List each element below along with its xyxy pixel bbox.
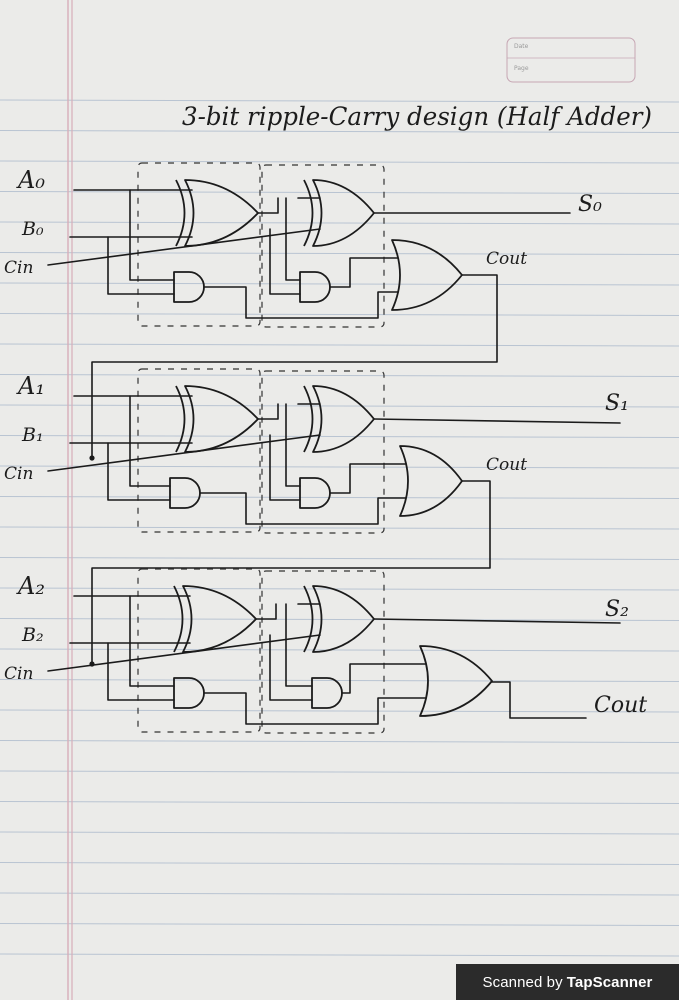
- or-gate: [399, 445, 463, 517]
- adder-stage-0: A₀ B₀ Cin S₀ Cout: [4, 162, 602, 461]
- xor-gate-2: [303, 585, 375, 653]
- wire-and2-out: [341, 663, 427, 694]
- wire-and1-out: [199, 492, 407, 525]
- watermark-prefix: Scanned by: [482, 973, 563, 991]
- watermark-brand: TapScanner: [566, 973, 653, 991]
- and-gate-2: [311, 677, 343, 709]
- wire-cin: [47, 434, 321, 472]
- input-cin-label-0: Cin: [4, 258, 33, 278]
- half-adder-box-1: [137, 568, 261, 733]
- half-adder-box-1: [137, 368, 261, 533]
- and-gate-2: [299, 477, 331, 509]
- adder-stage-2: A₂ B₂ Cin S₂ Cout: [4, 568, 647, 734]
- wire-carry-ripple: [91, 480, 491, 665]
- wire-a-tap: [129, 189, 175, 281]
- wire-c-tap: [269, 634, 313, 701]
- scanner-watermark: Scanned by TapScanner: [456, 964, 679, 1000]
- adder-stages: A₀ B₀ Cin S₀ Cout A₁ B₁ Cin S₁ Cout A₂ B₂ Cin S₂ Cout: [4, 162, 647, 734]
- wire-c-tap: [269, 434, 301, 501]
- wire-carry-ripple: [91, 274, 498, 459]
- wire-final-cout: [491, 681, 587, 719]
- cout-label-2: Cout: [594, 693, 647, 718]
- and-gate-2: [299, 271, 331, 303]
- wire-b-tap: [107, 442, 171, 501]
- ruled-lines: [0, 99, 679, 957]
- xor-gate-2: [303, 385, 375, 453]
- wire-and2-out: [329, 463, 407, 494]
- xor-gate-1: [175, 179, 259, 247]
- page-label: Page: [514, 65, 529, 72]
- or-gate: [419, 645, 493, 717]
- xor-gate-1: [173, 585, 257, 653]
- wire-xor1-out: [257, 197, 279, 214]
- half-adder-box-2: [261, 570, 385, 734]
- input-a-label-1: A₁: [16, 372, 45, 400]
- wire-b-tap: [107, 236, 175, 295]
- wire-p-tap: [285, 603, 313, 687]
- xor-gate-1: [175, 385, 259, 453]
- wire-b-tap: [107, 642, 175, 701]
- wire-xor1-out: [257, 403, 279, 420]
- wire-a-tap: [129, 395, 171, 487]
- wire-and1-out: [203, 286, 399, 319]
- input-b-label-1: B₁: [21, 424, 44, 446]
- wire-p-tap: [285, 403, 301, 487]
- wire-cin: [47, 634, 321, 672]
- input-cin-label-1: Cin: [4, 464, 33, 484]
- and-gate-1: [169, 477, 201, 509]
- or-gate: [391, 239, 463, 311]
- xor-gate-2: [303, 179, 375, 247]
- wire-c-tap: [269, 228, 301, 295]
- half-adder-box-2: [261, 164, 385, 328]
- wire-cin: [47, 228, 321, 266]
- wire-and2-out: [329, 257, 399, 288]
- input-a-label-2: A₂: [16, 572, 45, 600]
- half-adder-box-2: [261, 370, 385, 534]
- input-b-label-2: B₂: [21, 624, 44, 646]
- input-cin-label-2: Cin: [4, 664, 33, 684]
- carry-junction: [89, 455, 95, 461]
- diagram-title: 3-bit ripple-Carry design (Half Adder): [182, 102, 652, 131]
- wire-xor1-out: [255, 603, 277, 620]
- and-gate-1: [173, 271, 205, 303]
- wire-and1-out: [203, 692, 427, 725]
- wire-sum: [373, 418, 621, 424]
- and-gate-1: [173, 677, 205, 709]
- input-b-label-0: B₀: [21, 218, 44, 240]
- date-label: Date: [514, 43, 529, 50]
- input-a-label-0: A₀: [16, 166, 45, 194]
- date-page-box: Date Page: [506, 37, 636, 83]
- cout-label-0: Cout: [486, 249, 527, 269]
- wire-p-tap: [285, 197, 301, 281]
- sum-label-0: S₀: [578, 192, 602, 217]
- sum-label-1: S₁: [605, 391, 629, 416]
- adder-stage-1: A₁ B₁ Cin S₁ Cout: [4, 368, 629, 667]
- sum-label-2: S₂: [605, 597, 629, 622]
- wire-sum: [373, 618, 621, 624]
- cout-label-1: Cout: [486, 455, 527, 475]
- half-adder-box-1: [137, 162, 261, 327]
- wire-a-tap: [129, 595, 175, 687]
